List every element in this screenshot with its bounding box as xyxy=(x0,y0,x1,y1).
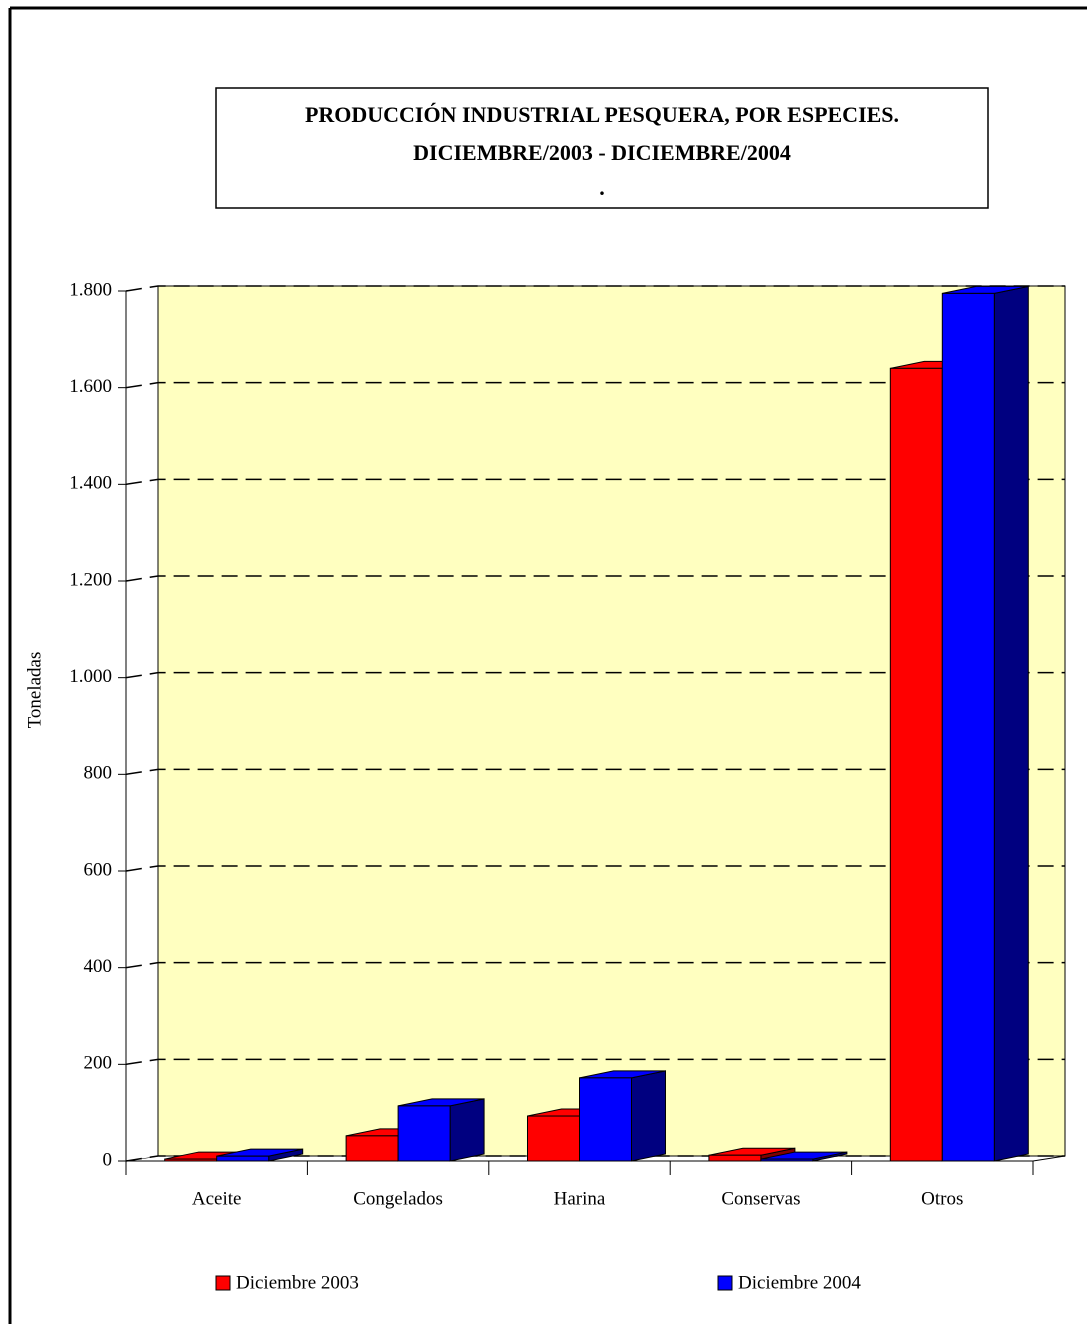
y-tick-label: 1.000 xyxy=(69,666,112,687)
bar xyxy=(397,1105,451,1162)
y-tick-label: 1.800 xyxy=(69,279,112,300)
y-axis-label: Toneladas xyxy=(24,652,45,729)
grid-line xyxy=(125,478,1065,486)
y-tick-label: 1.200 xyxy=(69,569,112,590)
side-wall xyxy=(126,286,158,1161)
grid-line xyxy=(125,1058,1065,1066)
bar-side xyxy=(449,1098,485,1162)
title-dot: . xyxy=(599,175,605,200)
title-box xyxy=(215,87,989,209)
bar xyxy=(216,1155,270,1162)
x-tick-label: Aceite xyxy=(192,1188,242,1209)
grid-line xyxy=(125,285,1065,292)
grid-line xyxy=(125,961,1065,969)
bar xyxy=(708,1154,762,1162)
chart-title: PRODUCCIÓN INDUSTRIAL PESQUERA, POR ESPE… xyxy=(305,102,899,127)
grid-line xyxy=(125,768,1065,776)
y-tick-label: 400 xyxy=(84,956,113,977)
y-tick-label: 200 xyxy=(84,1053,113,1074)
grid-line xyxy=(125,865,1065,872)
bar xyxy=(527,1115,580,1162)
bar xyxy=(941,292,995,1162)
x-tick-label: Conservas xyxy=(721,1188,800,1209)
x-tick-label: Congelados xyxy=(353,1188,443,1209)
grid-line xyxy=(125,671,1065,679)
legend-label: Diciembre 2003 xyxy=(236,1272,359,1293)
grid-line xyxy=(125,381,1065,389)
legend-swatch xyxy=(717,1275,733,1291)
bar-side xyxy=(631,1070,666,1162)
bar xyxy=(760,1158,814,1162)
bar-side xyxy=(993,285,1029,1162)
x-tick-label: Harina xyxy=(554,1188,606,1209)
bar xyxy=(579,1077,632,1162)
bar xyxy=(889,367,943,1162)
bar xyxy=(345,1135,399,1162)
y-tick-label: 800 xyxy=(84,763,113,784)
y-tick-label: 1.600 xyxy=(69,376,112,397)
x-tick-label: Otros xyxy=(921,1188,963,1209)
grid-line xyxy=(125,575,1065,582)
y-tick-label: 0 xyxy=(103,1149,113,1170)
y-tick-label: 1.400 xyxy=(69,473,112,494)
bar xyxy=(164,1158,218,1162)
chart-subtitle: DICIEMBRE/2003 - DICIEMBRE/2004 xyxy=(413,140,791,165)
y-tick-label: 600 xyxy=(84,859,113,880)
legend-label: Diciembre 2004 xyxy=(738,1272,861,1293)
legend-swatch xyxy=(215,1275,231,1291)
